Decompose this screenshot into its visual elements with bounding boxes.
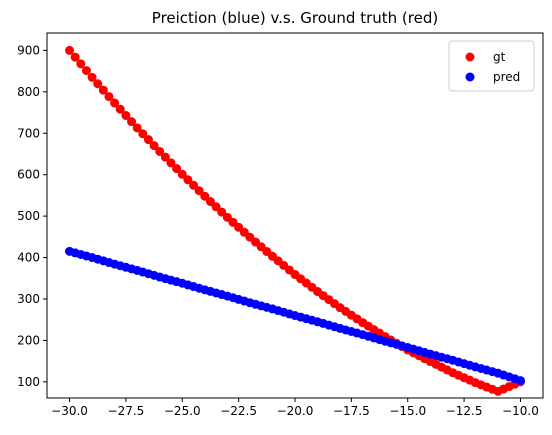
point-gt xyxy=(104,92,114,102)
point-gt xyxy=(81,66,91,76)
point-gt xyxy=(132,123,142,133)
y-tick-label: 600 xyxy=(17,168,40,182)
point-pred xyxy=(515,376,525,386)
point-gt xyxy=(87,72,97,82)
point-gt xyxy=(205,197,215,207)
point-gt xyxy=(200,191,210,201)
y-tick-label: 700 xyxy=(17,126,40,140)
chart-title: Preiction (blue) v.s. Ground truth (red) xyxy=(152,9,438,27)
point-gt xyxy=(98,85,108,95)
point-gt xyxy=(149,141,159,151)
point-gt xyxy=(172,164,182,174)
point-gt xyxy=(65,45,75,55)
series-pred xyxy=(65,246,525,386)
point-gt xyxy=(166,158,176,168)
point-gt xyxy=(121,110,131,120)
x-tick-label: −12.5 xyxy=(446,404,483,418)
y-tick-label: 300 xyxy=(17,292,40,306)
point-gt xyxy=(160,152,170,162)
x-tick-label: −20.0 xyxy=(277,404,314,418)
y-tick-label: 100 xyxy=(17,375,40,389)
legend-marker-pred xyxy=(465,72,475,82)
point-gt xyxy=(76,59,86,69)
legend-label-gt: gt xyxy=(493,50,506,64)
x-tick-label: −27.5 xyxy=(108,404,145,418)
x-tick-label: −25.0 xyxy=(164,404,201,418)
point-gt xyxy=(217,207,227,217)
x-tick-label: −15.0 xyxy=(389,404,426,418)
x-tick-label: −17.5 xyxy=(333,404,370,418)
point-gt xyxy=(127,117,137,127)
point-gt xyxy=(138,129,148,139)
y-tick-label: 900 xyxy=(17,43,40,57)
legend-box xyxy=(448,40,535,92)
axes: −30.0 −27.5 −25.0 −22.5 −20.0 −17.5 −15.0 −12.5… xyxy=(17,32,544,418)
point-gt xyxy=(177,169,187,179)
point-gt xyxy=(110,98,120,108)
x-tick-label: −10.0 xyxy=(502,404,539,418)
point-gt xyxy=(93,79,103,89)
point-gt xyxy=(143,135,153,145)
point-gt xyxy=(189,180,199,190)
point-gt xyxy=(70,52,80,62)
plot-area xyxy=(65,45,525,396)
point-gt xyxy=(155,146,165,156)
point-gt xyxy=(115,104,125,114)
legend-label-pred: pred xyxy=(493,70,520,84)
x-tick-label: −22.5 xyxy=(220,404,257,418)
y-tick-label: 800 xyxy=(17,85,40,99)
series-gt xyxy=(65,45,525,396)
legend-marker-gt xyxy=(465,52,475,62)
point-gt xyxy=(183,175,193,185)
x-tick-label: −30.0 xyxy=(51,404,88,418)
point-gt xyxy=(211,202,221,212)
y-tick-label: 500 xyxy=(17,209,40,223)
y-tick-label: 200 xyxy=(17,333,40,347)
y-tick-label: 400 xyxy=(17,251,40,265)
point-gt xyxy=(194,186,204,196)
legend: gt pred xyxy=(448,40,535,92)
